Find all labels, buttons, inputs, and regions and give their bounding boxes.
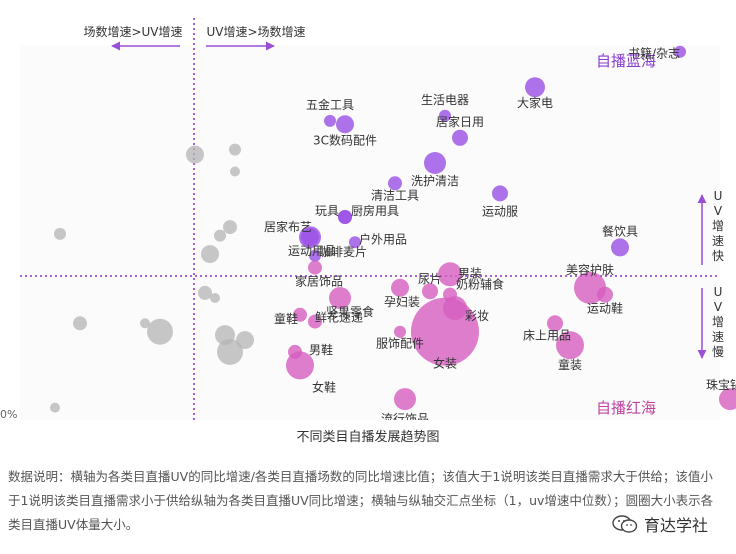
bubble-unlabeled-45	[140, 318, 150, 329]
bubble-25	[293, 307, 307, 322]
bubble-unlabeled-46	[147, 318, 173, 345]
bubble-unlabeled-42	[198, 285, 212, 300]
bubble-label-17: 男装	[458, 266, 482, 280]
bubble-label-29: 服饰配件	[376, 337, 424, 351]
bubble-unlabeled-36	[229, 143, 241, 156]
bubble-21	[391, 278, 409, 297]
bubble-label-33: 流行饰品	[381, 412, 429, 420]
bubble-3	[439, 109, 451, 122]
bubble-8	[492, 185, 508, 202]
bubble-layer	[50, 45, 736, 413]
chart: 场数增速>UV增速 UV增速>场数增速 自播蓝海 自播红海 U V 增速快 U V 增速…	[0, 18, 736, 420]
bubble-label-2: 五金工具	[306, 97, 354, 112]
bubble-label-10: 厨房用具	[351, 203, 399, 218]
bubble-32	[286, 351, 314, 380]
bubble-7	[388, 176, 402, 191]
chart-title: 不同类目自播发展趋势图	[296, 430, 440, 445]
wechat-icon	[612, 515, 638, 533]
data-caption: 数据说明：横轴为各类目直播UV的同比增速/各类目直播场数的同比增速比值；该值大于…	[8, 469, 714, 532]
label-uv-fast: U V 增速快	[712, 189, 724, 263]
bubble-unlabeled-48	[217, 338, 243, 365]
bubble-label-34: 珠宝钻石	[706, 377, 736, 392]
bubble-label-27: 女装	[433, 356, 457, 371]
label-left-arrow: 场数增速>UV增速	[83, 24, 182, 39]
bubble-label-layer: 书籍/杂志大家电 五金工具 生活电器 3C数码配件 居家日用洗护清洁清洁工具运动服 玩具厨…	[264, 46, 736, 420]
bubble-label-4: 3C数码配件	[313, 132, 377, 147]
bubble-unlabeled-49	[236, 331, 254, 350]
quadrant-label-bottom: 自播红海	[596, 399, 656, 417]
bubble-5	[452, 129, 468, 146]
bubble-12	[349, 236, 361, 249]
bubble-28	[308, 314, 322, 329]
bubble-17	[438, 262, 462, 287]
bubble-30	[556, 331, 584, 360]
bubble-16	[308, 260, 322, 275]
bubble-label-24: 彩妆	[465, 309, 489, 323]
bubble-unlabeled-50	[50, 402, 60, 413]
bubble-33	[394, 388, 416, 411]
bubble-label-25: 童鞋	[274, 311, 298, 326]
bubble-label-11: 居家布艺	[264, 219, 312, 234]
bubble-label-18: 美容护肤	[566, 262, 614, 277]
bubble-label-0: 书籍/杂志	[628, 46, 680, 61]
bubble-19	[422, 283, 438, 300]
bubble-unlabeled-40	[214, 229, 226, 242]
bubble-unlabeled-35	[186, 145, 204, 164]
bubble-label-26: 床上用品	[523, 328, 571, 342]
bubble-label-6: 洗护清洁	[411, 174, 459, 188]
y-tick-label: 0%	[0, 408, 17, 420]
bubble-29	[394, 325, 406, 338]
brand-name: 育达学社	[644, 516, 709, 535]
bubble-unlabeled-39	[223, 220, 237, 235]
bubble-label-5: 居家日用	[436, 114, 484, 129]
bubble-2	[324, 114, 336, 127]
bubble-34	[719, 388, 736, 411]
bubble-label-28: 鲜花速递	[315, 310, 363, 325]
bubble-label-15: 餐饮具	[602, 223, 638, 238]
bubble-label-19: 尿片	[418, 272, 442, 286]
bubble-14	[309, 249, 321, 262]
bubble-unlabeled-41	[201, 245, 219, 264]
bubble-label-13: 运动用品	[288, 244, 336, 258]
bubble-label-30: 童装	[558, 357, 582, 372]
bubble-27	[411, 297, 479, 366]
bubble-26	[547, 315, 563, 332]
bubble-6	[424, 152, 446, 174]
bubble-label-14: 咖啡麦片	[319, 244, 367, 259]
bubble-label-8: 运动服	[482, 204, 518, 218]
bubble-unlabeled-43	[210, 293, 220, 303]
bubble-label-23: 坚果零食	[326, 304, 374, 319]
bubble-unlabeled-44	[73, 316, 87, 331]
bubble-label-22: 运动鞋	[587, 301, 623, 316]
bubble-4	[336, 115, 354, 134]
label-right-arrow: UV增速>场数增速	[206, 24, 305, 39]
bubble-label-1: 大家电	[517, 95, 553, 110]
bubble-23	[329, 287, 351, 309]
bubble-label-7: 清洁工具	[371, 188, 419, 202]
bubble-0	[674, 45, 686, 58]
bubble-10	[338, 210, 352, 224]
bubble-label-12: 户外用品	[359, 231, 407, 246]
bubble-15	[611, 238, 629, 257]
bubble-label-31: 男鞋	[309, 342, 333, 357]
bubble-label-20: 奶粉辅食	[456, 277, 504, 292]
bubble-label-16: 家居饰品	[295, 274, 343, 289]
brand-watermark: 育达学社	[612, 510, 708, 538]
bubble-label-9: 玩具	[315, 204, 339, 218]
bubble-label-32: 女鞋	[312, 379, 336, 394]
plot-area	[20, 45, 720, 420]
label-uv-slow: U V 增速慢	[712, 285, 724, 359]
quadrant-label-top: 自播蓝海	[596, 52, 656, 70]
bubble-unlabeled-37	[230, 166, 240, 177]
bubble-1	[525, 77, 545, 98]
bubble-13	[301, 228, 319, 247]
bubble-label-3: 生活电器	[421, 93, 469, 107]
bubble-22	[597, 286, 613, 303]
bubble-unlabeled-38	[54, 227, 66, 240]
bubble-label-21: 孕妇装	[384, 295, 420, 309]
